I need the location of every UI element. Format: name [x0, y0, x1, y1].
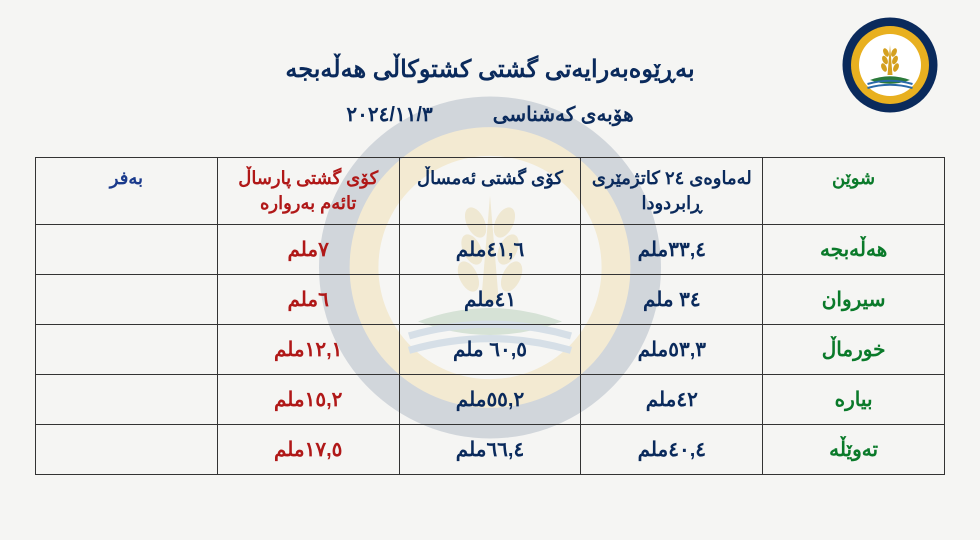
cell-24h: ٣٤ ملم	[581, 275, 763, 325]
table-row: بیارە ٤٢ملم ٥٥,٢ملم ١٥,٢ملم	[36, 375, 945, 425]
report-date: ٢٠٢٤/١١/٣	[346, 102, 432, 127]
cell-thisyear: ٤١ملم	[399, 275, 581, 325]
table-row: تەوێڵە ٤٠,٤ملم ٦٦,٤ملم ١٧,٥ملم	[36, 425, 945, 475]
table-row: خورماڵ ٥٣,٣ملم ٦٠,٥ ملم ١٢,١ملم	[36, 325, 945, 375]
col-header-lastyear: کۆی گشتی پارساڵ تائەم بەروارە	[217, 158, 399, 225]
cell-thisyear: ٦٠,٥ ملم	[399, 325, 581, 375]
cell-snow	[36, 325, 218, 375]
subtitle-row: هۆبەی کەشناسی ٢٠٢٤/١١/٣	[0, 102, 980, 127]
page-title: بەڕێوەبەرایەتی گشتی کشتوکاڵی هەڵەبجە	[0, 55, 980, 84]
cell-thisyear: ٤١,٦ملم	[399, 225, 581, 275]
cell-lastyear: ٦ملم	[217, 275, 399, 325]
cell-lastyear: ١٥,٢ملم	[217, 375, 399, 425]
table-row: سیروان ٣٤ ملم ٤١ملم ٦ملم	[36, 275, 945, 325]
rainfall-table: شوێن لەماوەی ٢٤ کاتژمێری ڕابردودا کۆی گش…	[35, 157, 945, 475]
cell-24h: ٣٣,٤ملم	[581, 225, 763, 275]
cell-snow	[36, 375, 218, 425]
cell-snow	[36, 225, 218, 275]
document-header: بەڕێوەبەرایەتی گشتی کشتوکاڵی هەڵەبجە هۆب…	[0, 0, 980, 127]
table-header-row: شوێن لەماوەی ٢٤ کاتژمێری ڕابردودا کۆی گش…	[36, 158, 945, 225]
cell-thisyear: ٦٦,٤ملم	[399, 425, 581, 475]
cell-lastyear: ١٢,١ملم	[217, 325, 399, 375]
cell-location: سیروان	[763, 275, 945, 325]
department-label: هۆبەی کەشناسی	[493, 102, 634, 127]
col-header-snow: بەفر	[36, 158, 218, 225]
cell-location: خورماڵ	[763, 325, 945, 375]
cell-location: تەوێڵە	[763, 425, 945, 475]
col-header-24h: لەماوەی ٢٤ کاتژمێری ڕابردودا	[581, 158, 763, 225]
rainfall-table-wrapper: شوێن لەماوەی ٢٤ کاتژمێری ڕابردودا کۆی گش…	[0, 157, 980, 475]
cell-snow	[36, 275, 218, 325]
cell-location: بیارە	[763, 375, 945, 425]
ministry-logo-svg	[840, 15, 940, 115]
cell-snow	[36, 425, 218, 475]
col-header-thisyear: کۆی گشتی ئەمساڵ	[399, 158, 581, 225]
cell-24h: ٥٣,٣ملم	[581, 325, 763, 375]
ministry-logo	[840, 15, 940, 120]
table-row: هەڵەبجە ٣٣,٤ملم ٤١,٦ملم ٧ملم	[36, 225, 945, 275]
col-header-location: شوێن	[763, 158, 945, 225]
table-body: هەڵەبجە ٣٣,٤ملم ٤١,٦ملم ٧ملم سیروان ٣٤ م…	[36, 225, 945, 475]
cell-lastyear: ١٧,٥ملم	[217, 425, 399, 475]
cell-24h: ٤٢ملم	[581, 375, 763, 425]
cell-thisyear: ٥٥,٢ملم	[399, 375, 581, 425]
cell-lastyear: ٧ملم	[217, 225, 399, 275]
cell-location: هەڵەبجە	[763, 225, 945, 275]
cell-24h: ٤٠,٤ملم	[581, 425, 763, 475]
